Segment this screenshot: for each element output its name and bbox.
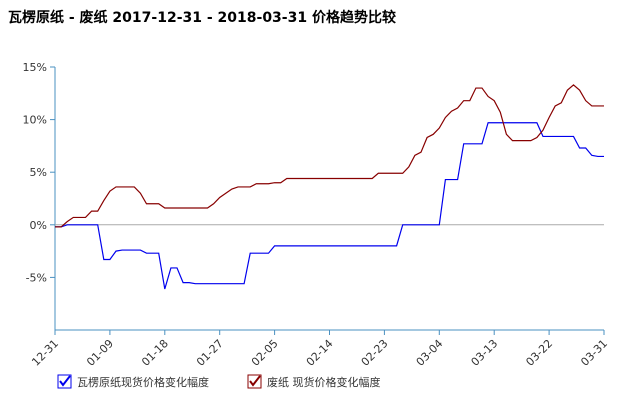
legend-check bbox=[59, 375, 71, 387]
x-tick-label: 02-23 bbox=[359, 337, 391, 369]
x-tick-label: 01-18 bbox=[139, 337, 171, 369]
x-tick-label: 03-13 bbox=[469, 337, 501, 369]
x-tick-label: 03-22 bbox=[523, 337, 555, 369]
y-tick-label: 5% bbox=[30, 166, 47, 179]
x-tick-label: 02-14 bbox=[304, 337, 336, 369]
y-tick-label: -5% bbox=[26, 271, 47, 284]
legend-check bbox=[249, 375, 261, 387]
legend-label: 废纸 现货价格变化幅度 bbox=[267, 375, 381, 389]
y-tick-label: 15% bbox=[23, 61, 47, 74]
legend-item[interactable]: 瓦楞原纸现货价格变化幅度 bbox=[57, 374, 209, 389]
legend-item[interactable]: 废纸 现货价格变化幅度 bbox=[247, 374, 381, 389]
x-tick-label: 12-31 bbox=[29, 337, 61, 369]
legend-label: 瓦楞原纸现货价格变化幅度 bbox=[77, 375, 209, 389]
x-tick-label: 02-05 bbox=[249, 337, 281, 369]
series-line bbox=[55, 122, 604, 290]
x-tick-label: 01-09 bbox=[84, 337, 116, 369]
x-tick-label: 03-04 bbox=[414, 337, 446, 369]
x-tick-label: 03-31 bbox=[578, 337, 610, 369]
y-tick-label: 10% bbox=[23, 114, 47, 127]
x-tick-label: 01-27 bbox=[194, 337, 226, 369]
series-line bbox=[55, 84, 604, 228]
chart-title: 瓦楞原纸 - 废纸 2017-12-31 - 2018-03-31 价格趋势比较 bbox=[8, 9, 396, 26]
y-tick-label: 0% bbox=[30, 219, 47, 232]
